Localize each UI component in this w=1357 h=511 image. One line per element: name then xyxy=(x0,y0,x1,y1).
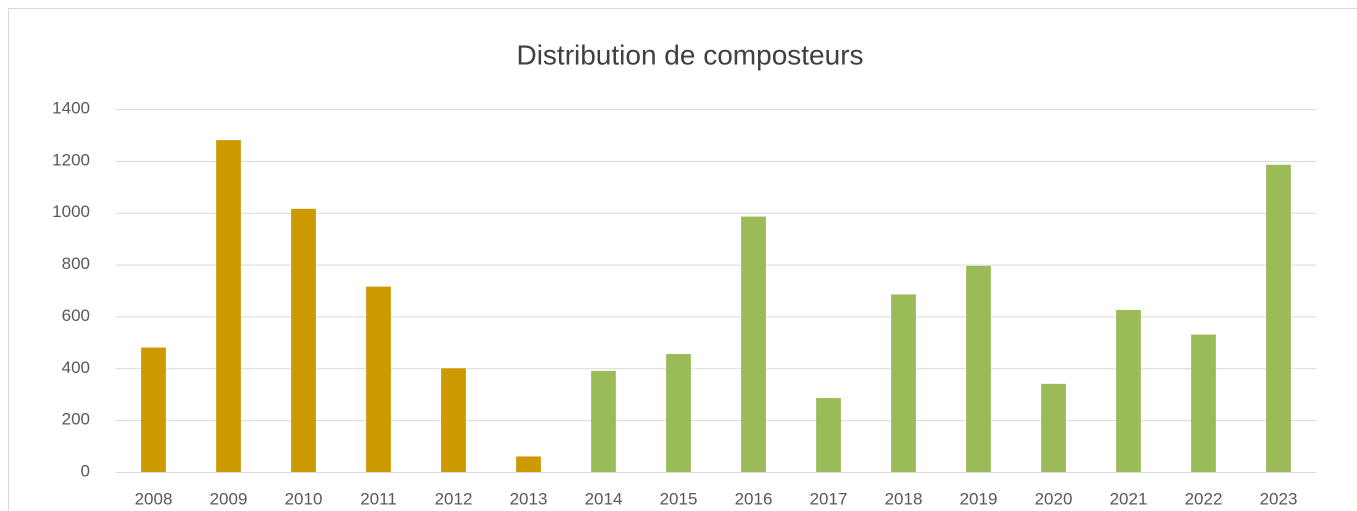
bar xyxy=(1191,334,1216,472)
x-tick-label: 2023 xyxy=(1260,489,1298,508)
y-tick-label: 400 xyxy=(62,358,90,377)
bar xyxy=(291,208,316,472)
bar xyxy=(141,347,166,472)
bar xyxy=(441,368,466,472)
bar xyxy=(666,354,691,472)
bar xyxy=(1116,309,1141,472)
y-tick-label: 800 xyxy=(62,254,90,273)
x-tick-label: 2013 xyxy=(510,489,548,508)
y-tick-label: 200 xyxy=(62,410,90,429)
bar xyxy=(741,216,766,472)
x-tick-label: 2014 xyxy=(585,489,623,508)
x-tick-label: 2009 xyxy=(210,489,248,508)
bar xyxy=(516,456,541,472)
x-tick-label: 2018 xyxy=(885,489,923,508)
bar xyxy=(891,294,916,472)
bar xyxy=(966,265,991,472)
x-tick-label: 2011 xyxy=(360,489,397,508)
y-tick-label: 1000 xyxy=(52,202,90,221)
bar xyxy=(591,370,616,472)
x-tick-label: 2016 xyxy=(735,489,773,508)
x-tick-label: 2022 xyxy=(1185,489,1223,508)
bar xyxy=(366,286,391,472)
y-tick-label: 1200 xyxy=(52,150,90,169)
x-tick-label: 2012 xyxy=(435,489,473,508)
x-tick-label: 2020 xyxy=(1035,489,1073,508)
chart-title: Distribution de composteurs xyxy=(516,39,863,70)
x-tick-label: 2021 xyxy=(1110,489,1148,508)
x-tick-label: 2010 xyxy=(285,489,323,508)
x-tick-label: 2017 xyxy=(810,489,848,508)
chart-frame xyxy=(8,8,1357,511)
y-tick-label: 1400 xyxy=(52,98,90,117)
y-tick-label: 0 xyxy=(81,461,90,480)
x-tick-label: 2015 xyxy=(660,489,698,508)
bar xyxy=(216,140,241,472)
x-tick-label: 2008 xyxy=(135,489,173,508)
bar xyxy=(1266,164,1291,472)
bar xyxy=(1041,383,1066,472)
x-tick-label: 2019 xyxy=(960,489,998,508)
y-tick-label: 600 xyxy=(62,306,90,325)
bar xyxy=(816,398,841,472)
